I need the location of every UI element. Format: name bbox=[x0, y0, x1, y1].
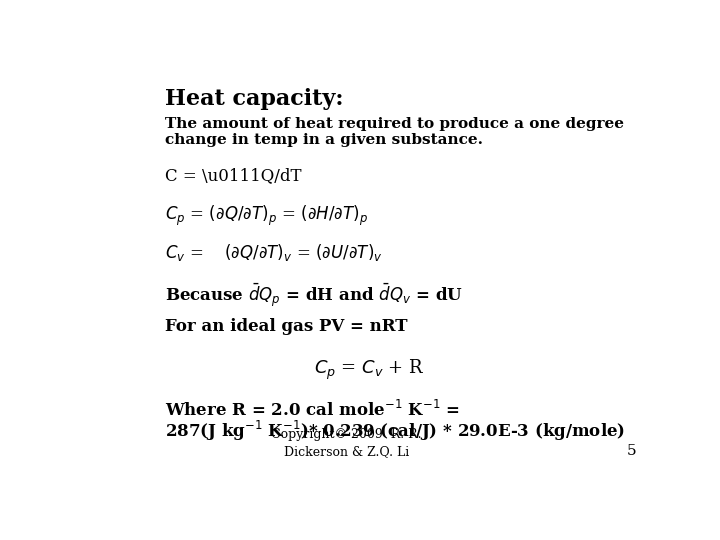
Text: Copyright© 2009  R. R.
Dickerson & Z.Q. Li: Copyright© 2009 R. R. Dickerson & Z.Q. L… bbox=[271, 428, 422, 458]
Text: Because $\bar{d}Q_p$ = dH and $\bar{d}Q_v$ = dU: Because $\bar{d}Q_p$ = dH and $\bar{d}Q_… bbox=[166, 281, 464, 309]
Text: $\mathit{C}_v$ =    $(\partial Q/\partial T)_v$ = $(\partial U/\partial T)_v$: $\mathit{C}_v$ = $(\partial Q/\partial T… bbox=[166, 241, 383, 262]
Text: $\mathit{C}_p$ = $(\partial Q/\partial T)_p$ = $(\partial H/\partial T)_p$: $\mathit{C}_p$ = $(\partial Q/\partial T… bbox=[166, 204, 369, 228]
Text: For an ideal gas PV = nRT: For an ideal gas PV = nRT bbox=[166, 319, 408, 335]
Text: The amount of heat required to produce a one degree: The amount of heat required to produce a… bbox=[166, 117, 624, 131]
Text: Heat capacity:: Heat capacity: bbox=[166, 87, 344, 110]
Text: change in temp in a given substance.: change in temp in a given substance. bbox=[166, 133, 483, 147]
Text: 5: 5 bbox=[627, 444, 637, 458]
Text: $\mathit{C}_p$ = $\mathit{C}_v$ + R: $\mathit{C}_p$ = $\mathit{C}_v$ + R bbox=[314, 358, 424, 382]
Text: Where R = 2.0 cal mole$^{-1}$ K$^{-1}$ =: Where R = 2.0 cal mole$^{-1}$ K$^{-1}$ = bbox=[166, 400, 460, 420]
Text: C = \u0111Q/dT: C = \u0111Q/dT bbox=[166, 167, 302, 184]
Text: 287(J kg$^{-1}$ K$^{-1}$)* 0.239 (cal/J) * 29.0E-3 (kg/mole): 287(J kg$^{-1}$ K$^{-1}$)* 0.239 (cal/J)… bbox=[166, 419, 626, 443]
